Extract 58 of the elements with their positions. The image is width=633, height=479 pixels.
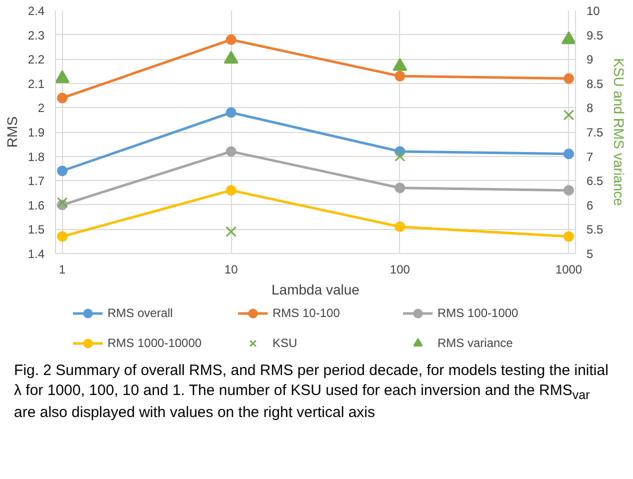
point — [226, 226, 236, 237]
x-tick-label: 10 — [224, 262, 238, 276]
point — [563, 231, 574, 242]
y2-tick-label: 8 — [586, 101, 594, 116]
y-tick-label: 2.3 — [28, 28, 45, 42]
y2-tick-label: 5 — [586, 247, 594, 261]
point — [56, 197, 68, 208]
legend-label: KSU — [272, 336, 298, 350]
y2-tick-label: 6.5 — [586, 174, 604, 188]
x-tick-label: 1 — [58, 262, 66, 276]
y-axis-title: RMS — [4, 116, 20, 148]
y2-tick-label: 6 — [586, 198, 594, 212]
y-tick-label: 1.8 — [28, 150, 45, 164]
y2-tick-label: 8.5 — [586, 76, 604, 91]
point — [394, 150, 406, 162]
y-tick-label: 2.1 — [28, 76, 45, 91]
y2-axis-title: KSU and RMS variance — [611, 58, 628, 206]
y-tick-label: 1.9 — [28, 126, 45, 140]
point — [56, 70, 70, 84]
y2-tick-label: 9 — [586, 52, 594, 67]
point — [394, 222, 406, 232]
point — [394, 182, 406, 194]
point — [563, 185, 574, 196]
point — [226, 185, 236, 196]
point — [57, 92, 68, 104]
y-tick-label: 1.5 — [28, 222, 45, 237]
legend-label: RMS overall — [108, 306, 174, 320]
legend-label: RMS variance — [438, 336, 514, 350]
point — [561, 31, 576, 44]
point — [563, 148, 574, 160]
legend-label: RMS 100-1000 — [438, 306, 520, 320]
y-tick-label: 2.2 — [28, 52, 45, 67]
point — [392, 58, 408, 71]
x-axis-title: Lambda value — [272, 282, 360, 298]
text: Fig. 2 Summary of overall RMS, and RMS per period decade, for models testing the initial λ for 1000, 100, 10 and 1. The number of KSU used for each inversion and the RMS$_{var}$ are also displayed with values on the right vertical axis — [14, 362, 608, 421]
point — [394, 70, 406, 82]
point — [57, 166, 68, 176]
point — [563, 73, 574, 84]
y-tick-label: 1.6 — [28, 198, 45, 212]
y-tick-label: 2 — [38, 101, 45, 116]
y-tick-label: 1.7 — [28, 174, 45, 188]
y2-tick-label: 5.5 — [586, 222, 604, 237]
y-tick-label: 1.4 — [28, 247, 45, 261]
point — [224, 50, 238, 64]
legend-label: RMS 1000-10000 — [108, 336, 203, 350]
point — [226, 146, 236, 157]
y2-tick-label: 10 — [586, 4, 600, 18]
y2-tick-label: 7 — [586, 150, 594, 164]
point — [226, 107, 236, 118]
point — [563, 110, 574, 120]
x-tick-label: 1000 — [555, 262, 582, 276]
point — [57, 231, 68, 242]
y2-tick-label: 9.5 — [586, 28, 604, 42]
y2-tick-label: 7.5 — [586, 126, 604, 140]
point — [226, 34, 236, 45]
y-tick-label: 2.4 — [28, 4, 45, 18]
x-tick-label: 100 — [390, 262, 410, 276]
legend-label: RMS 10-100 — [272, 306, 341, 320]
